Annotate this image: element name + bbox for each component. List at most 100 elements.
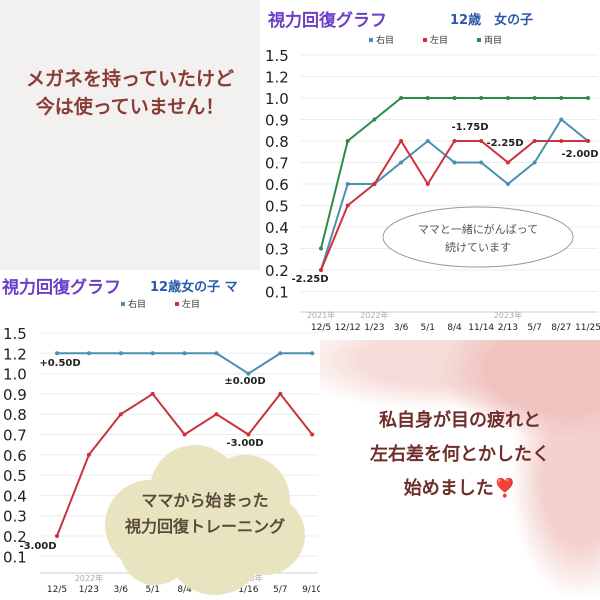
- y-tick-label: 1.5: [265, 47, 289, 65]
- chart-title: 視力回復グラフ: [267, 10, 387, 31]
- y-tick-label: 0.4: [3, 487, 27, 505]
- data-point: [372, 117, 377, 122]
- x-tick-label: 2/13: [498, 323, 518, 333]
- data-point: [345, 139, 350, 143]
- data-point: [55, 534, 59, 538]
- y-tick-label: 1.2: [265, 69, 289, 87]
- legend-marker: [423, 38, 427, 42]
- data-point: [452, 96, 457, 100]
- data-point: [505, 182, 510, 186]
- data-point: [425, 139, 430, 143]
- x-tick-label: 12/5: [311, 323, 331, 333]
- y-tick-label: 0.6: [3, 447, 27, 465]
- year-label: 2022年: [75, 573, 103, 583]
- data-point: [345, 182, 350, 186]
- data-point: [399, 139, 404, 143]
- data-point: [532, 96, 537, 100]
- data-point: [310, 351, 315, 356]
- x-tick-label: 12/12: [335, 323, 361, 333]
- y-tick-label: 0.5: [265, 198, 289, 216]
- x-tick-label: 5/7: [273, 585, 287, 595]
- y-tick-label: 0.9: [3, 386, 27, 404]
- data-point: [86, 452, 91, 457]
- data-point: [246, 371, 251, 376]
- y-tick-label: 0.7: [265, 155, 289, 173]
- bubble-text: 続けています: [445, 240, 511, 254]
- data-point: [586, 139, 590, 143]
- data-point: [150, 391, 155, 396]
- year-label: 2022年: [360, 310, 388, 320]
- y-tick-label: 0.2: [265, 262, 289, 280]
- data-point: [479, 96, 484, 100]
- data-point: [278, 351, 283, 356]
- refraction-annotation: -2.00D: [561, 149, 598, 160]
- data-point: [150, 351, 155, 356]
- refraction-annotation: -1.75D: [451, 122, 488, 133]
- data-point: [399, 160, 404, 165]
- y-tick-label: 0.3: [3, 508, 27, 526]
- x-tick-label: 5/7: [527, 323, 541, 333]
- speech-cloud: [120, 515, 190, 585]
- year-label: 2021年: [307, 310, 335, 320]
- bubble-text: ママから始まった: [141, 491, 268, 510]
- y-tick-label: 1.2: [3, 345, 27, 363]
- legend-label: 左目: [182, 298, 200, 310]
- message-line-2: 左右差を何とかしたく: [370, 444, 550, 465]
- y-tick-label: 1.0: [265, 90, 289, 108]
- legend-label: 右目: [376, 34, 394, 46]
- data-point: [586, 96, 590, 100]
- y-tick-label: 1.5: [3, 325, 27, 343]
- data-point: [118, 351, 123, 356]
- series-line-右目: [57, 352, 313, 375]
- data-point: [345, 203, 350, 208]
- refraction-annotation: -2.25D: [486, 138, 523, 149]
- bubble-text: 視力回復トレーニング: [124, 517, 285, 536]
- refraction-annotation: -3.00D: [19, 541, 56, 552]
- message-line-3: 始めました❣️: [403, 478, 517, 499]
- data-point: [86, 351, 91, 356]
- x-tick-label: 9/10: [302, 585, 320, 595]
- data-point: [425, 182, 430, 186]
- x-tick-label: 1/23: [79, 585, 99, 595]
- data-point: [479, 139, 484, 143]
- x-tick-label: 1/16: [238, 585, 258, 595]
- refraction-annotation: -3.00D: [226, 438, 263, 449]
- x-tick-label: 12/5: [47, 585, 67, 595]
- y-tick-label: 0.2: [3, 528, 27, 546]
- y-tick-label: 0.1: [265, 284, 289, 302]
- year-label: 2023年: [494, 310, 522, 320]
- x-tick-label: 3/6: [114, 585, 129, 595]
- data-point: [505, 160, 510, 165]
- y-tick-label: 0.1: [3, 548, 27, 566]
- refraction-annotation: -2.25D: [291, 274, 328, 285]
- x-tick-label: 11/25: [575, 323, 600, 333]
- speech-bubble: [382, 206, 574, 268]
- data-point: [319, 268, 323, 272]
- y-tick-label: 0.5: [3, 467, 27, 485]
- data-point: [310, 432, 315, 437]
- data-point: [55, 351, 59, 356]
- x-tick-label: 3/6: [394, 323, 409, 333]
- y-tick-label: 0.3: [265, 241, 289, 259]
- data-point: [399, 96, 404, 100]
- data-point: [319, 246, 323, 251]
- x-tick-label: 8/27: [551, 323, 571, 333]
- data-point: [214, 412, 219, 417]
- message-line-2: 今は使っていません！: [35, 96, 225, 118]
- data-point: [452, 160, 457, 165]
- data-point: [425, 96, 430, 100]
- legend-marker: [121, 302, 125, 306]
- data-point: [479, 160, 484, 165]
- legend-label: 右目: [128, 298, 146, 310]
- speech-cloud: [165, 495, 265, 595]
- message-line-1: 私自身が目の疲れと: [379, 410, 541, 431]
- data-point: [532, 160, 537, 165]
- data-point: [559, 117, 564, 122]
- x-tick-label: 11/14: [468, 323, 494, 333]
- chart-title: 視力回復グラフ: [1, 277, 121, 298]
- chart-subtitle: 12歳 女の子: [450, 12, 533, 28]
- data-point: [278, 391, 283, 396]
- x-tick-label: 8/4: [447, 323, 462, 333]
- data-point: [182, 351, 187, 356]
